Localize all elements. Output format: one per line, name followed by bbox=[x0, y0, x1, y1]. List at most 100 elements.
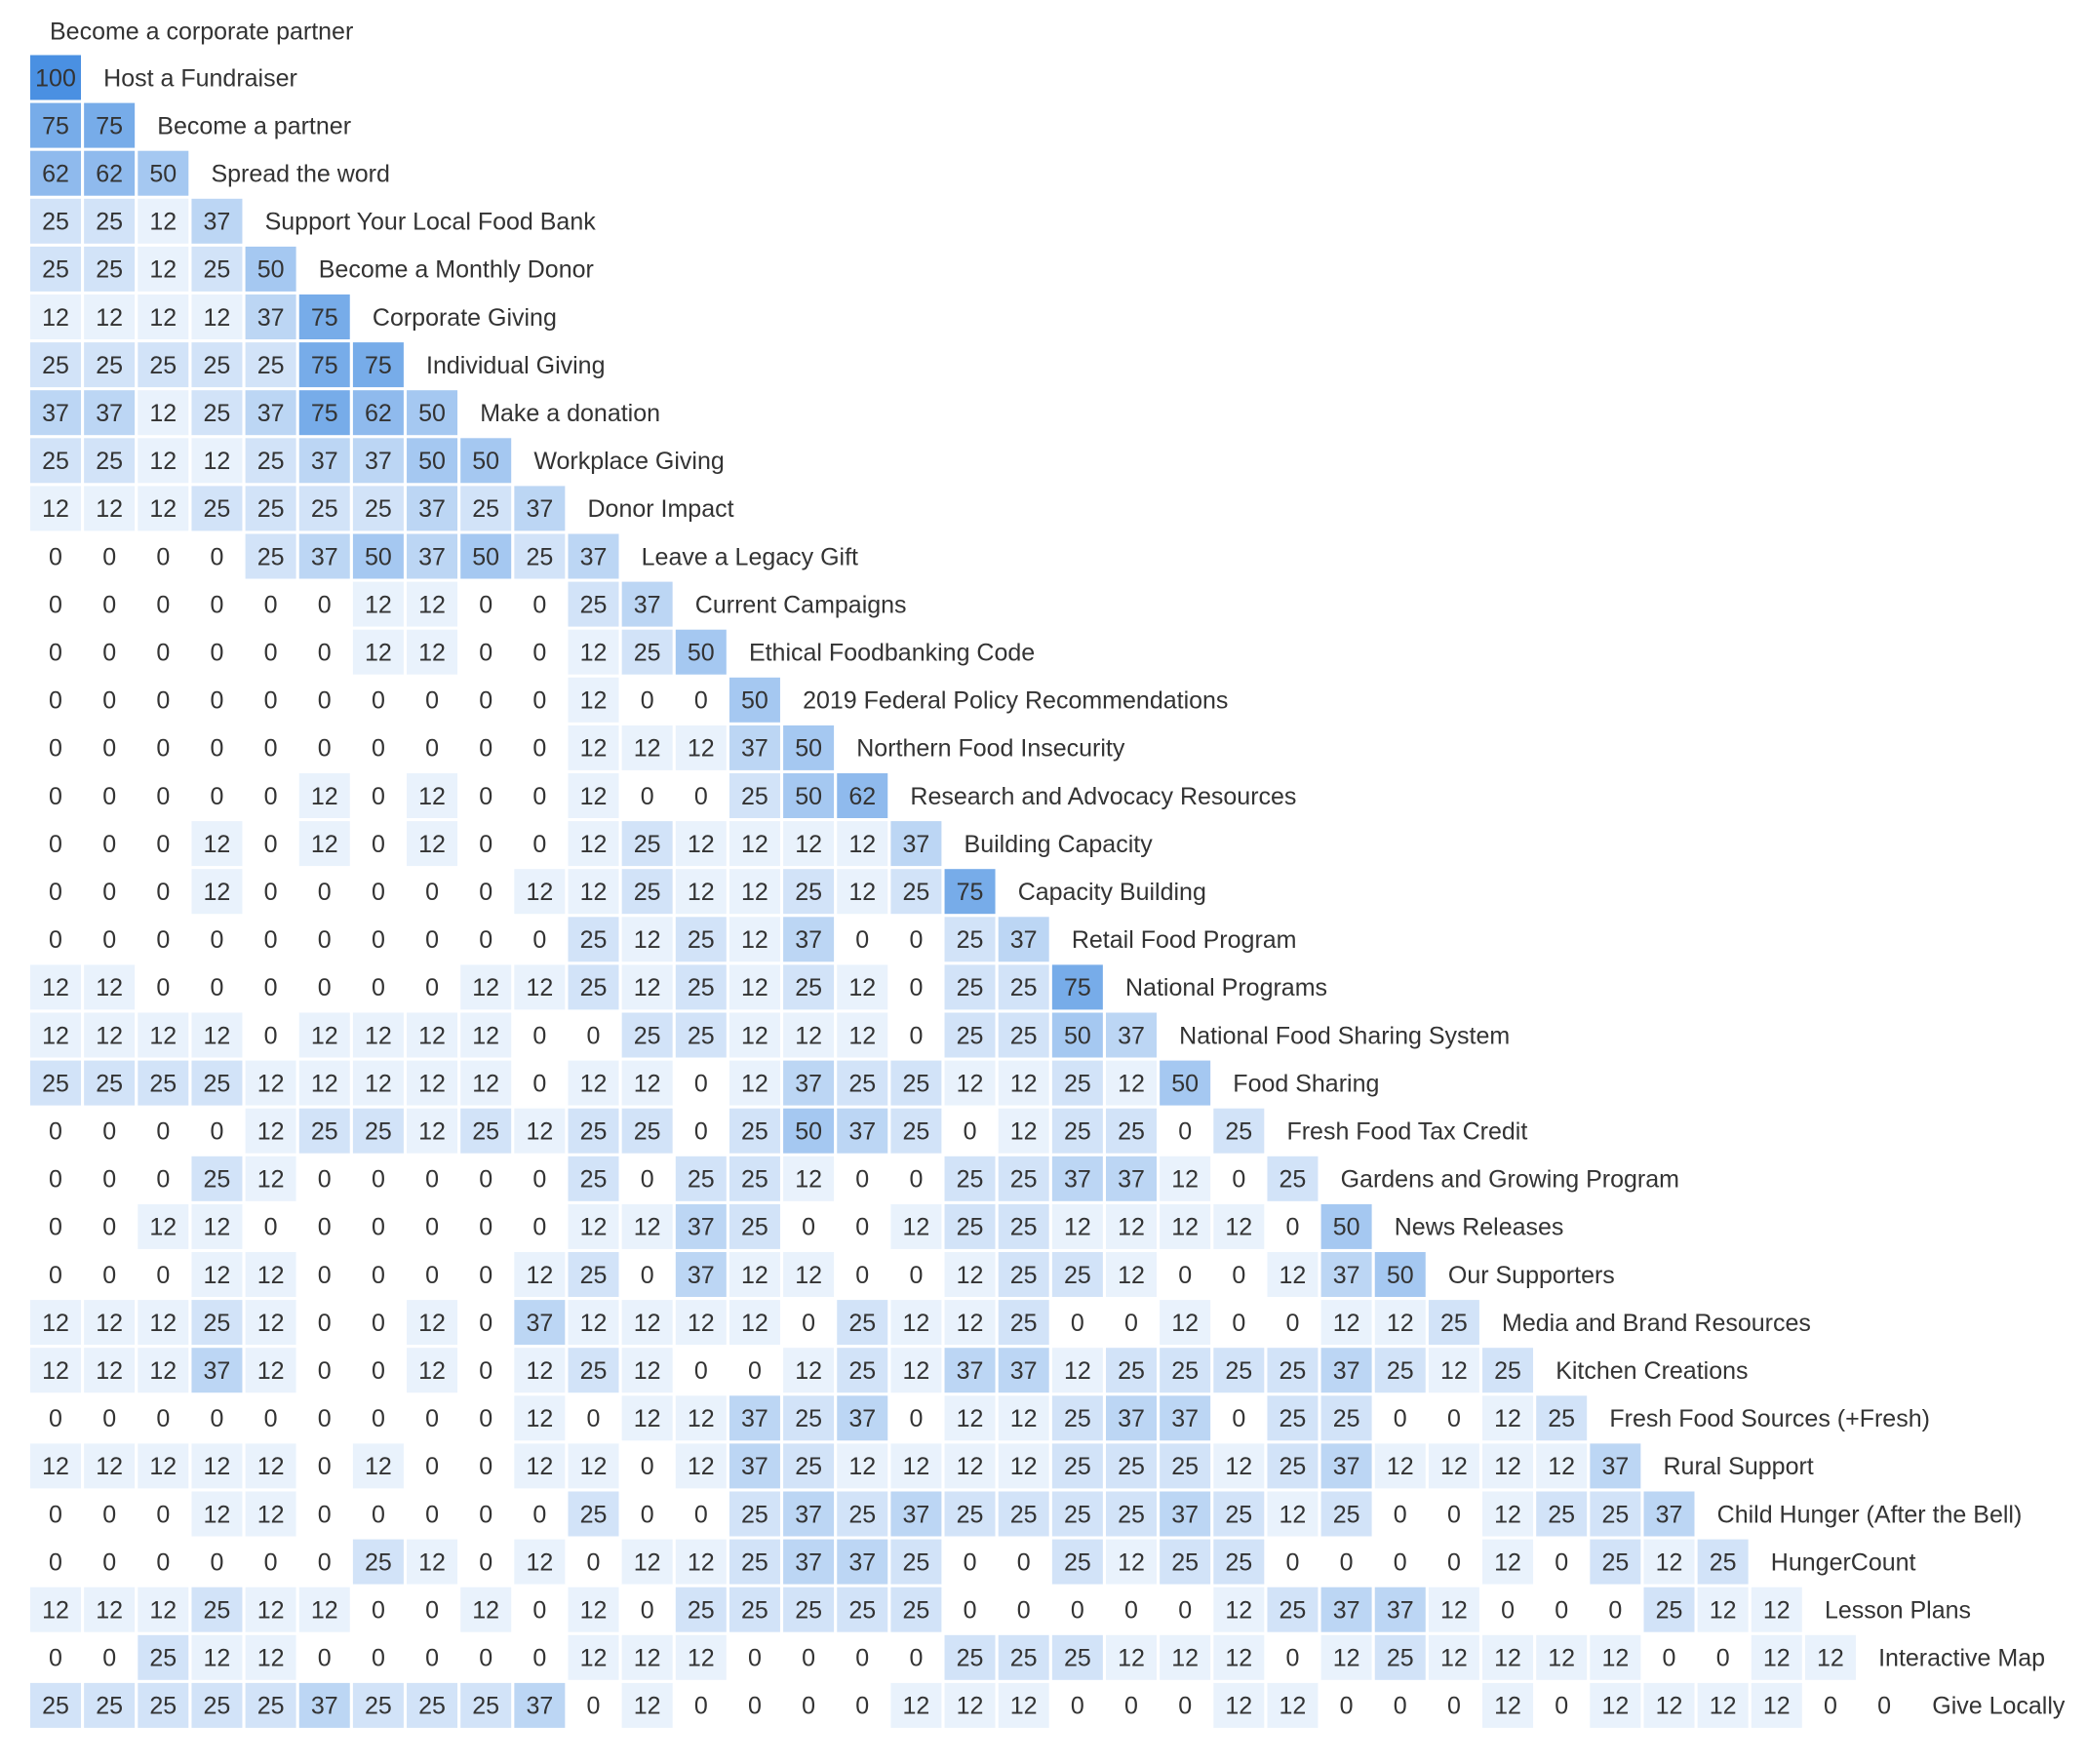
cell-value-19-16: 0 bbox=[909, 926, 923, 954]
heatmap-cell-34-19 bbox=[1051, 1634, 1103, 1680]
cell-value-35-17: 12 bbox=[957, 1693, 984, 1720]
heatmap-cell-14-9 bbox=[514, 677, 566, 723]
cell-value-26-13: 12 bbox=[741, 1262, 768, 1289]
heatmap-cell-22-15 bbox=[837, 1060, 888, 1106]
heatmap-cell-35-19 bbox=[1051, 1682, 1103, 1728]
heatmap-cell-26-2 bbox=[138, 1252, 189, 1297]
cell-value-11-0: 0 bbox=[49, 543, 62, 570]
heatmap-cell-18-17 bbox=[944, 869, 996, 915]
cell-value-28-14: 12 bbox=[795, 1357, 822, 1385]
cell-value-15-1: 0 bbox=[102, 735, 116, 763]
heatmap-cell-18-2 bbox=[138, 869, 189, 915]
heatmap-cell-25-0 bbox=[30, 1203, 81, 1249]
heatmap-cell-20-9 bbox=[514, 964, 566, 1010]
heatmap-cell-23-9 bbox=[514, 1108, 566, 1154]
cell-value-21-14: 12 bbox=[795, 1022, 822, 1049]
heatmap-cell-27-24 bbox=[1320, 1300, 1372, 1346]
heatmap-cell-15-3 bbox=[191, 725, 243, 770]
heatmap-cell-7-0 bbox=[30, 342, 81, 388]
heatmap-cell-8-1 bbox=[84, 390, 136, 436]
cell-value-7-1: 25 bbox=[96, 352, 123, 379]
heatmap-cell-26-4 bbox=[245, 1252, 296, 1297]
row-label-29: Fresh Food Sources (+Fresh) bbox=[1609, 1405, 1930, 1432]
heatmap-cell-27-8 bbox=[460, 1300, 512, 1346]
heatmap-cell-34-2 bbox=[138, 1634, 189, 1680]
heatmap-cell-26-8 bbox=[460, 1252, 512, 1297]
heatmap-cell-32-4 bbox=[245, 1539, 296, 1585]
cell-value-22-15: 25 bbox=[848, 1070, 876, 1097]
cell-value-18-17: 75 bbox=[957, 879, 984, 906]
cell-value-23-19: 25 bbox=[1064, 1117, 1091, 1145]
cell-value-21-8: 12 bbox=[472, 1022, 499, 1049]
heatmap-cell-12-9 bbox=[514, 581, 566, 627]
heatmap-cell-14-1 bbox=[84, 677, 136, 723]
cell-value-35-21: 0 bbox=[1178, 1693, 1192, 1720]
heatmap-cell-29-2 bbox=[138, 1395, 189, 1441]
heatmap-cell-8-3 bbox=[191, 390, 243, 436]
cell-value-30-20: 25 bbox=[1118, 1453, 1145, 1480]
heatmap-cell-19-7 bbox=[407, 917, 458, 962]
cell-value-14-7: 0 bbox=[425, 687, 439, 715]
heatmap-cell-28-9 bbox=[514, 1348, 566, 1393]
row-label-14: 2019 Federal Policy Recommendations bbox=[803, 687, 1228, 715]
cell-value-28-10: 25 bbox=[580, 1357, 608, 1385]
heatmap-cell-12-7 bbox=[407, 581, 458, 627]
cell-value-31-3: 12 bbox=[204, 1501, 231, 1528]
heatmap-cell-33-4 bbox=[245, 1587, 296, 1632]
cell-value-29-2: 0 bbox=[156, 1405, 170, 1432]
cell-value-23-9: 12 bbox=[526, 1117, 553, 1145]
cell-value-20-10: 25 bbox=[580, 974, 608, 1001]
cell-value-23-5: 25 bbox=[311, 1117, 338, 1145]
cell-value-17-3: 12 bbox=[204, 831, 231, 858]
heatmap-cell-35-0 bbox=[30, 1682, 81, 1728]
cell-value-34-29: 12 bbox=[1601, 1645, 1629, 1672]
cell-value-24-8: 0 bbox=[479, 1166, 492, 1194]
cell-value-26-18: 25 bbox=[1010, 1262, 1038, 1289]
cell-value-34-31: 0 bbox=[1716, 1645, 1730, 1672]
heatmap-cell-23-19 bbox=[1051, 1108, 1103, 1154]
heatmap-cell-23-14 bbox=[783, 1108, 835, 1154]
cell-value-28-8: 0 bbox=[479, 1357, 492, 1385]
cell-value-27-26: 25 bbox=[1440, 1310, 1468, 1337]
heatmap-cell-29-15 bbox=[837, 1395, 888, 1441]
heatmap-cell-9-6 bbox=[352, 438, 404, 484]
cell-value-24-7: 0 bbox=[425, 1166, 439, 1194]
heatmap-cell-35-5 bbox=[298, 1682, 350, 1728]
heatmap-cell-20-8 bbox=[460, 964, 512, 1010]
cell-value-6-2: 12 bbox=[149, 304, 177, 332]
heatmap-cell-27-16 bbox=[890, 1300, 942, 1346]
heatmap-cell-29-8 bbox=[460, 1395, 512, 1441]
cell-value-30-14: 25 bbox=[795, 1453, 822, 1480]
cell-value-24-4: 12 bbox=[257, 1166, 285, 1194]
cell-value-28-6: 0 bbox=[372, 1357, 385, 1385]
heatmap-cell-3-0 bbox=[30, 150, 81, 196]
cell-value-23-6: 25 bbox=[365, 1117, 392, 1145]
heatmap-cell-13-10 bbox=[568, 629, 619, 675]
heatmap-cell-35-27 bbox=[1482, 1682, 1534, 1728]
heatmap-cell-17-13 bbox=[728, 821, 780, 867]
cell-value-25-13: 25 bbox=[741, 1214, 768, 1241]
heatmap-cell-18-16 bbox=[890, 869, 942, 915]
cell-value-28-19: 12 bbox=[1064, 1357, 1091, 1385]
cell-value-15-3: 0 bbox=[210, 735, 223, 763]
cell-value-26-24: 37 bbox=[1333, 1262, 1360, 1289]
heatmap-cell-10-9 bbox=[514, 486, 566, 531]
row-label-6: Corporate Giving bbox=[373, 304, 557, 332]
row-label-8: Make a donation bbox=[480, 400, 660, 427]
cell-value-16-11: 0 bbox=[641, 783, 654, 810]
cell-value-31-10: 25 bbox=[580, 1501, 608, 1528]
cell-value-27-24: 12 bbox=[1333, 1310, 1360, 1337]
cell-value-14-13: 50 bbox=[741, 687, 768, 715]
heatmap-cell-34-1 bbox=[84, 1634, 136, 1680]
heatmap-cell-33-19 bbox=[1051, 1587, 1103, 1632]
heatmap-cell-28-27 bbox=[1482, 1348, 1534, 1393]
heatmap-cell-28-17 bbox=[944, 1348, 996, 1393]
row-label-10: Donor Impact bbox=[588, 495, 734, 523]
heatmap-cell-34-17 bbox=[944, 1634, 996, 1680]
cell-value-17-8: 0 bbox=[479, 831, 492, 858]
cell-value-31-11: 0 bbox=[641, 1501, 654, 1528]
heatmap-cell-9-5 bbox=[298, 438, 350, 484]
heatmap-cell-10-8 bbox=[460, 486, 512, 531]
heatmap-cell-17-6 bbox=[352, 821, 404, 867]
heatmap-cell-14-7 bbox=[407, 677, 458, 723]
